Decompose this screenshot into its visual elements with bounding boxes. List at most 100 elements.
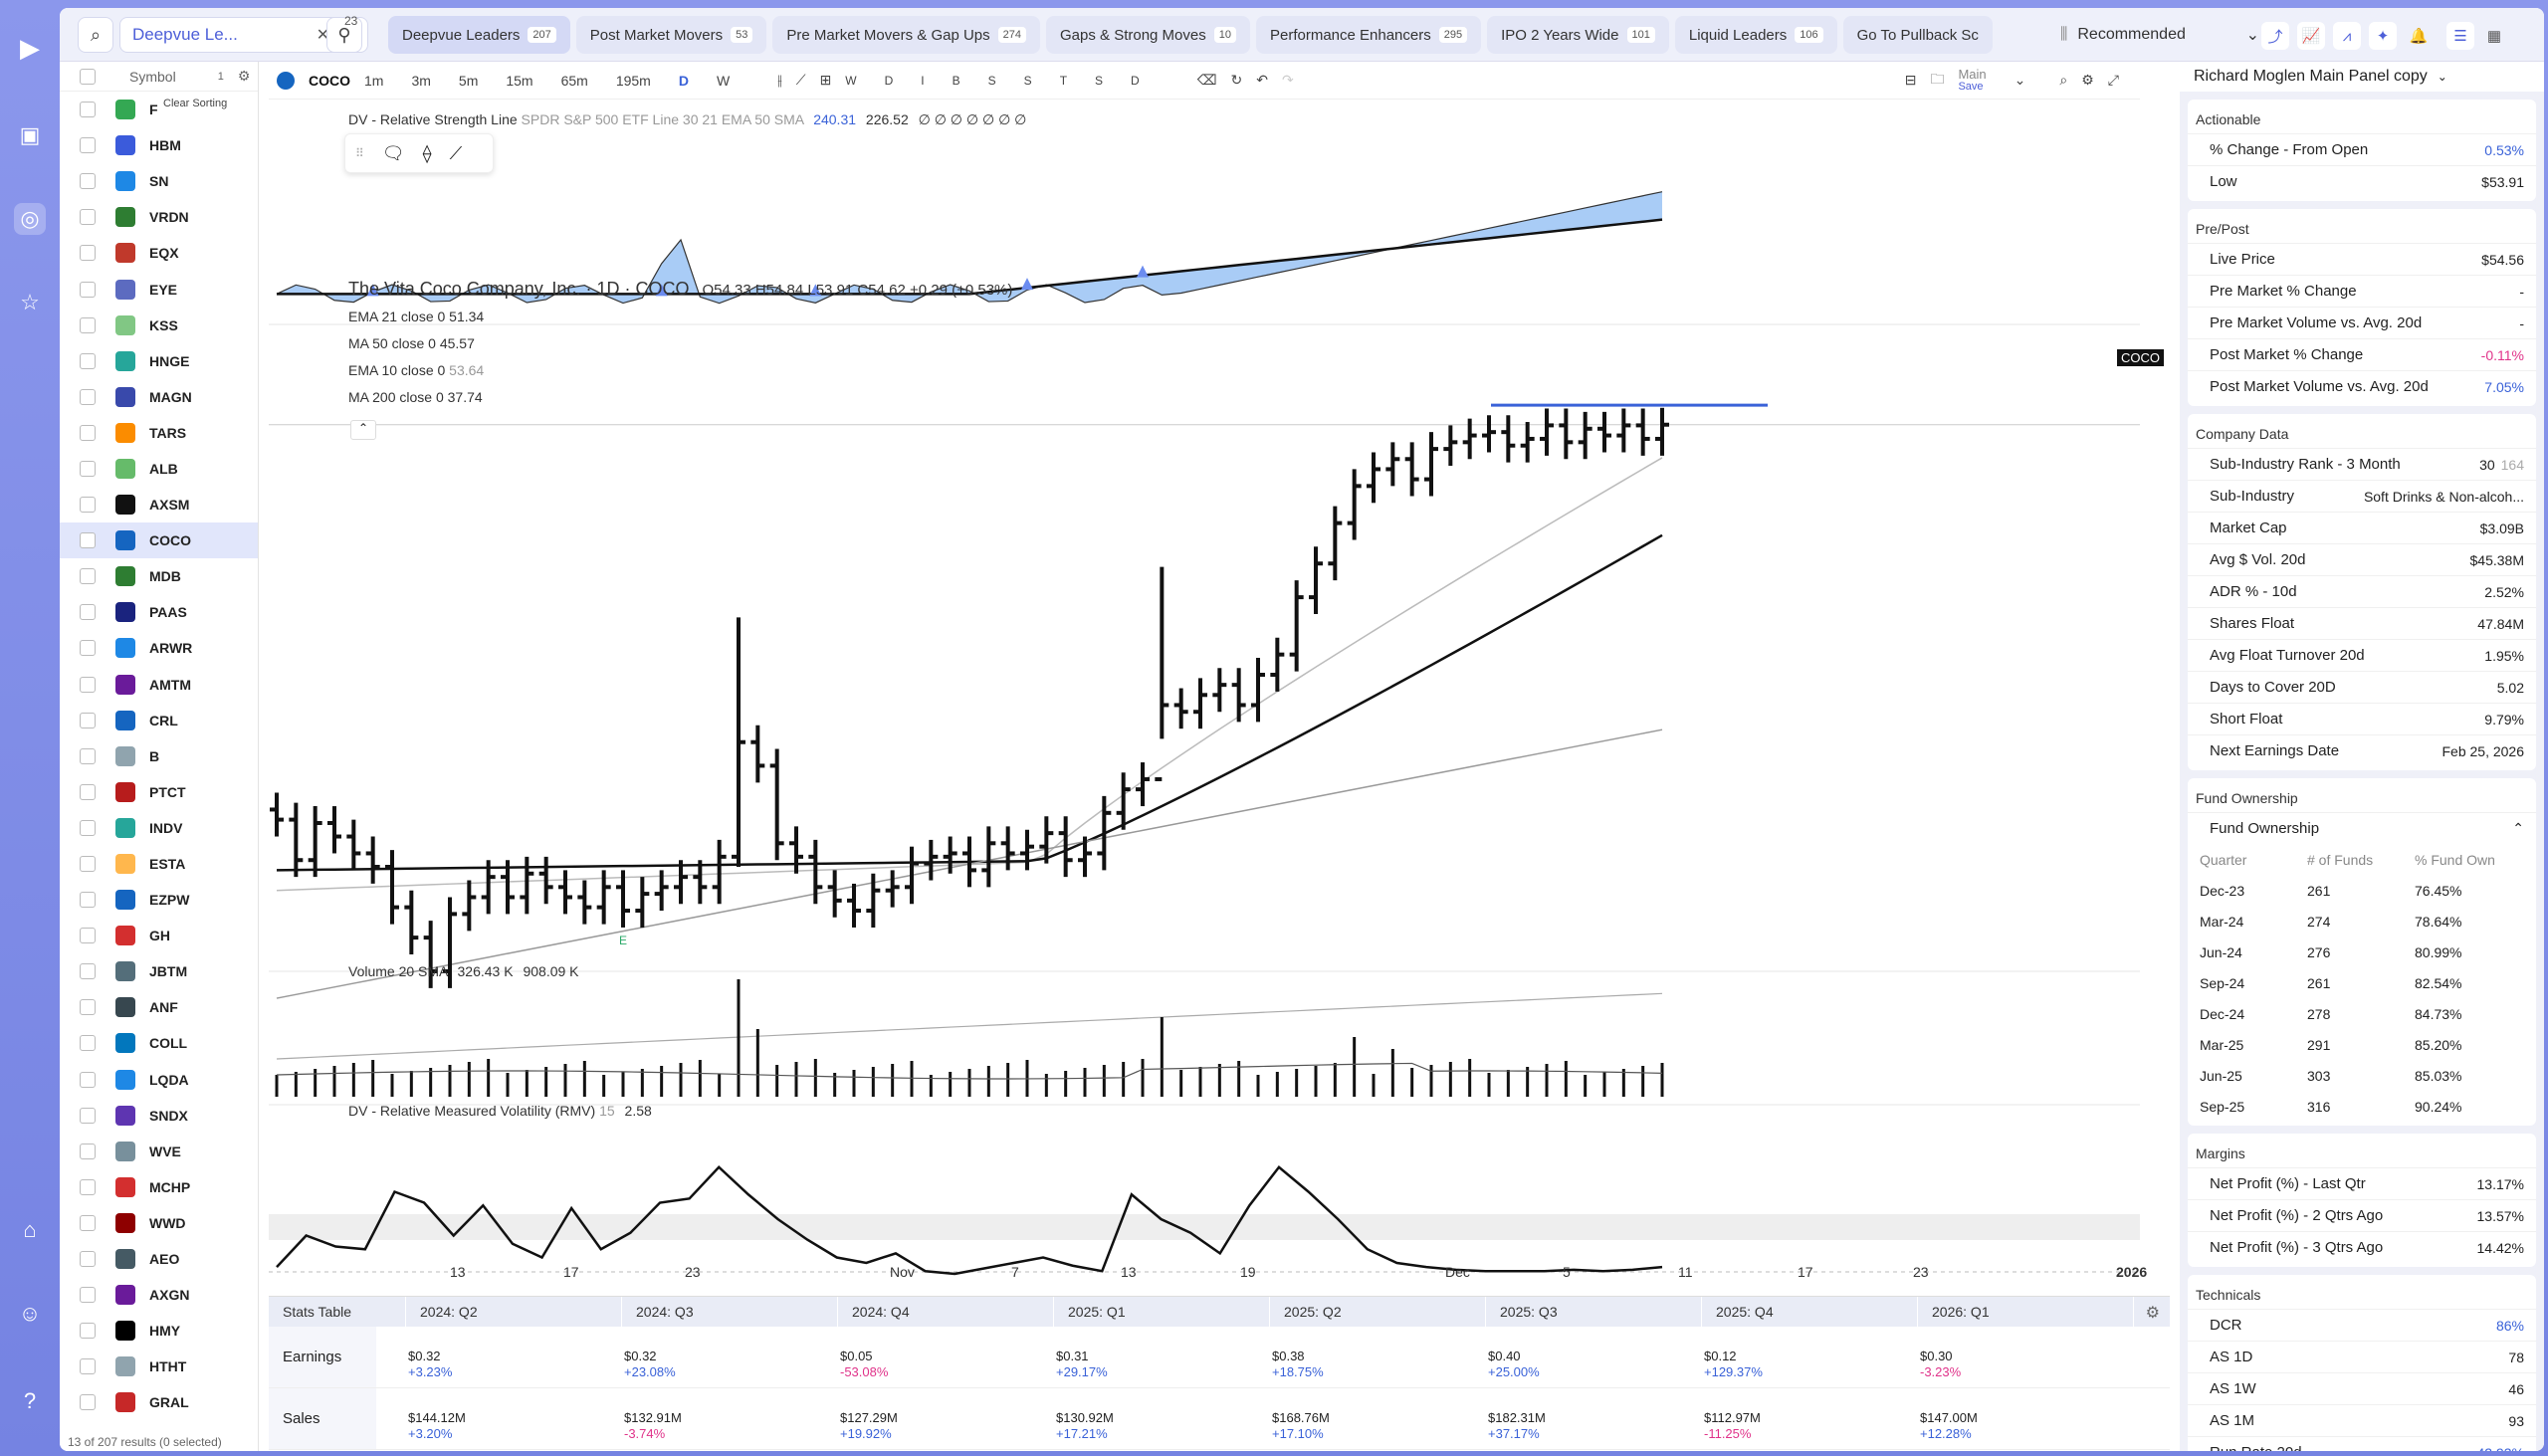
watchlist-row-f[interactable]: F [60, 92, 258, 127]
select-all-checkbox[interactable] [80, 68, 96, 85]
metric-row[interactable]: Run Rate 20d 42.93% [2188, 1436, 2536, 1451]
chart-icon[interactable]: 📈 [2297, 22, 2325, 50]
ohlc-bar[interactable] [1482, 415, 1496, 453]
metric-row[interactable]: Shares Float 47.84M [2188, 607, 2536, 639]
ohlc-bar[interactable] [327, 806, 341, 854]
watchlist-row-mdb[interactable]: MDB [60, 558, 258, 594]
chevron-down-icon[interactable]: ⌄ [2014, 72, 2026, 88]
metric-row[interactable]: Pre Market % Change - [2188, 275, 2536, 307]
stats-col-header[interactable]: 2024: Q2 [406, 1297, 622, 1327]
metric-row[interactable]: ADR % - 10d 2.52% [2188, 575, 2536, 607]
row-checkbox[interactable] [80, 999, 96, 1016]
row-checkbox[interactable] [80, 1107, 96, 1124]
ohlc-bar[interactable] [674, 860, 688, 905]
ohlc-bar[interactable] [289, 802, 304, 878]
ohlc-bar[interactable] [1520, 422, 1535, 463]
row-checkbox[interactable] [80, 281, 96, 298]
period-7[interactable]: S [1095, 73, 1104, 88]
watchlist-row-vrdn[interactable]: VRDN [60, 199, 258, 235]
interval-195m[interactable]: 195m [615, 72, 651, 89]
ohlc-bar[interactable] [924, 839, 939, 881]
watchlist-row-eqx[interactable]: EQX [60, 235, 258, 271]
ohlc-bar[interactable] [1616, 408, 1631, 453]
drag-handle-icon[interactable]: ⠿ [355, 146, 364, 160]
ohlc-bar[interactable] [1116, 772, 1131, 830]
row-checkbox[interactable] [80, 1394, 96, 1411]
period-2[interactable]: I [921, 73, 925, 88]
watchlist-row-crl[interactable]: CRL [60, 703, 258, 738]
row-checkbox[interactable] [80, 640, 96, 657]
folder-icon[interactable]: 🗀 [1930, 70, 1945, 87]
undo-icon[interactable]: ↶ [1256, 72, 1268, 88]
row-checkbox[interactable] [80, 712, 96, 728]
stats-col-header[interactable]: 2026: Q1 [1918, 1297, 2134, 1327]
metric-row[interactable]: AS 1M 93 [2188, 1404, 2536, 1436]
period-0[interactable]: W [845, 73, 857, 88]
row-checkbox[interactable] [80, 819, 96, 836]
ohlc-bar[interactable] [1655, 407, 1669, 456]
chart-settings-icon[interactable]: ⚙ [2081, 72, 2094, 88]
tab-pre-market-movers-gap-ups[interactable]: Pre Market Movers & Gap Ups 274 [772, 16, 1040, 54]
ohlc-bar[interactable] [1597, 411, 1611, 453]
period-1[interactable]: D [884, 73, 894, 88]
row-checkbox[interactable] [80, 928, 96, 944]
ohlc-bar[interactable] [847, 883, 861, 928]
watchlist-row-sndx[interactable]: SNDX [60, 1098, 258, 1134]
ohlc-bar[interactable] [1578, 411, 1592, 460]
ohlc-bar[interactable] [596, 870, 611, 925]
row-checkbox[interactable] [80, 1358, 96, 1375]
ohlc-bar[interactable] [1289, 580, 1304, 672]
metric-row[interactable]: Days to Cover 20D 5.02 [2188, 671, 2536, 703]
row-checkbox[interactable] [80, 1143, 96, 1159]
refresh-icon[interactable]: ↻ [1230, 72, 1243, 88]
price-chart[interactable] [269, 100, 2140, 1294]
draw-tool-icon[interactable]: ⟋ [795, 72, 806, 88]
period-8[interactable]: D [1131, 73, 1140, 88]
bell-icon[interactable]: 🔔 [2409, 28, 2429, 45]
watchlist-row-mchp[interactable]: MCHP [60, 1169, 258, 1205]
watchlist-row-hmy[interactable]: HMY [60, 1313, 258, 1349]
watchlist-row-axsm[interactable]: AXSM [60, 487, 258, 522]
watchlist-row-wwd[interactable]: WWD [60, 1205, 258, 1241]
fullscreen-icon[interactable]: ⤢ [2107, 72, 2119, 88]
education-icon[interactable]: ⌂ [23, 1217, 37, 1242]
ohlc-bar[interactable] [1540, 408, 1554, 456]
watchlist-row-lqda[interactable]: LQDA [60, 1062, 258, 1098]
row-checkbox[interactable] [80, 137, 96, 154]
ohlc-bar[interactable] [538, 856, 553, 905]
row-checkbox[interactable] [80, 102, 96, 118]
ohlc-bar[interactable] [1385, 442, 1400, 487]
watchlist-row-hnge[interactable]: HNGE [60, 343, 258, 379]
ohlc-bar[interactable] [1058, 816, 1073, 878]
row-checkbox[interactable] [80, 532, 96, 549]
template-icon[interactable]: ⊞ [819, 72, 832, 88]
watchlist-row-hbm[interactable]: HBM [60, 127, 258, 163]
ohlc-bar[interactable] [885, 870, 900, 908]
ohlc-bar[interactable] [1367, 452, 1380, 504]
watchlist-row-kss[interactable]: KSS [60, 308, 258, 343]
watchlist-row-tars[interactable]: TARS [60, 415, 258, 451]
metric-row[interactable]: Post Market Volume vs. Avg. 20d 7.05% [2188, 370, 2536, 402]
period-3[interactable]: B [952, 73, 960, 88]
ohlc-bar[interactable] [1039, 816, 1054, 864]
star-icon[interactable]: ☆ [20, 290, 40, 314]
ohlc-bar[interactable] [385, 850, 399, 925]
metric-row[interactable]: Sub-Industry Soft Drinks & Non-alcoh... [2188, 480, 2536, 512]
interval-3m[interactable]: 3m [411, 72, 431, 89]
row-checkbox[interactable] [80, 497, 96, 514]
earnings-marker[interactable]: E [619, 934, 628, 947]
share-icon[interactable]: ⤴ [2261, 22, 2289, 50]
watchlist-row-arwr[interactable]: ARWR [60, 630, 258, 666]
collapse-legend-icon[interactable]: ⌃ [350, 420, 376, 440]
watchlist-row-esta[interactable]: ESTA [60, 846, 258, 882]
watchlist-row-alb[interactable]: ALB [60, 451, 258, 487]
watchlist-row-magn[interactable]: MAGN [60, 379, 258, 415]
ohlc-bar[interactable] [1020, 829, 1034, 871]
watchlist-row-aeo[interactable]: AEO [60, 1241, 258, 1277]
interval-d[interactable]: D [678, 72, 689, 89]
magic-icon[interactable]: ✦ [2369, 22, 2397, 50]
watchlist-row-indv[interactable]: INDV [60, 810, 258, 846]
stats-col-header[interactable]: 2025: Q2 [1270, 1297, 1486, 1327]
watchlist-row-jbtm[interactable]: JBTM [60, 953, 258, 989]
ohlc-bar[interactable] [443, 897, 457, 988]
